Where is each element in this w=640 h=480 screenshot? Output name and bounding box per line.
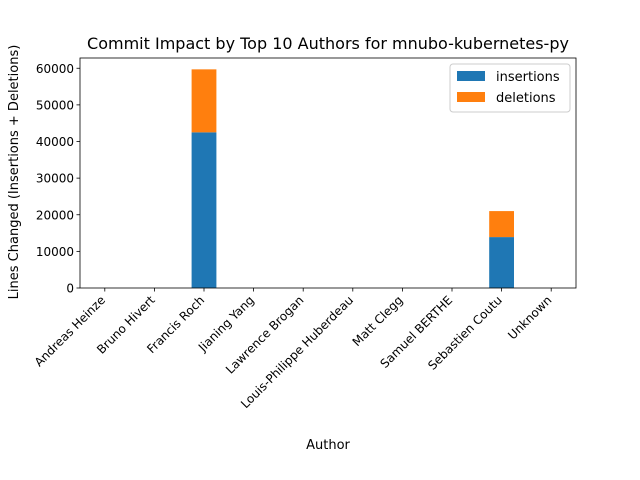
y-tick-label: 20000: [36, 208, 74, 222]
bar-deletions-8: [489, 211, 514, 238]
y-axis-label: Lines Changed (Insertions + Deletions): [7, 45, 22, 300]
y-tick-label: 50000: [36, 98, 74, 112]
bar-insertions-2: [191, 132, 217, 288]
legend-swatch-insertions: [457, 71, 485, 81]
x-tick-label: Unknown: [505, 293, 554, 342]
bar-insertions-8: [489, 237, 514, 288]
legend: insertions deletions: [449, 63, 571, 113]
y-tick-label: 10000: [36, 245, 74, 259]
y-tick-label: 40000: [36, 135, 74, 149]
chart-title: Commit Impact by Top 10 Authors for mnub…: [87, 34, 569, 53]
y-tick-label: 30000: [36, 172, 74, 186]
legend-label-insertions: insertions: [496, 70, 560, 85]
bar-deletions-2: [191, 69, 217, 133]
legend-swatch-deletions: [457, 92, 485, 102]
y-tick-label: 60000: [36, 62, 74, 76]
x-axis-label: Author: [306, 438, 350, 453]
x-tick-label: Andreas Heinze: [32, 293, 108, 369]
plot-frame: [79, 57, 577, 289]
legend-label-deletions: deletions: [496, 91, 556, 106]
y-tick-label: 0: [66, 282, 74, 296]
